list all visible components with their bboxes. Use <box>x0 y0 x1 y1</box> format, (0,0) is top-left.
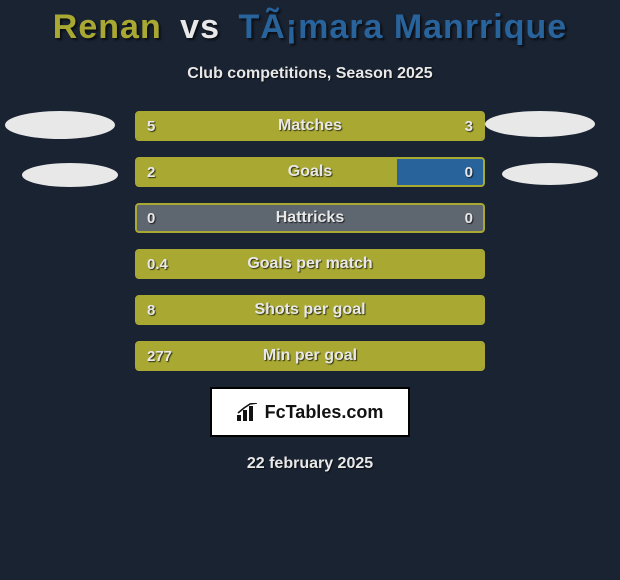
subtitle: Club competitions, Season 2025 <box>0 65 620 83</box>
brand-box[interactable]: FcTables.com <box>210 387 410 437</box>
bar-fill-right <box>352 113 483 139</box>
bar-value-left: 0 <box>137 205 165 231</box>
bar-value-right: 0 <box>455 205 483 231</box>
stat-bar-row: Min per goal277 <box>135 341 485 371</box>
decor-ellipse <box>502 163 598 185</box>
stat-bar-row: Goals per match0.4 <box>135 249 485 279</box>
stat-bar-row: Matches53 <box>135 111 485 141</box>
bar-fill-left <box>137 343 483 369</box>
comparison-title: Renan vs TÃ¡mara Manrrique <box>0 0 620 47</box>
stat-bar-row: Shots per goal8 <box>135 295 485 325</box>
brand-text: FcTables.com <box>265 402 384 423</box>
brand-chart-icon <box>237 403 259 421</box>
decor-ellipse <box>22 163 118 187</box>
bar-fill-right <box>397 159 484 185</box>
bar-fill-left <box>137 159 397 185</box>
stat-bars: Matches53 Goals20 Hattricks0 0 Goals per mat… <box>135 111 485 371</box>
bar-fill-left <box>137 297 483 323</box>
bar-fill-left <box>137 251 483 277</box>
footer-date: 22 february 2025 <box>0 455 620 473</box>
chart-area: Matches53 Goals20 Hattricks0 0 Goals per mat… <box>0 111 620 371</box>
stat-bar-row: Goals20 <box>135 157 485 187</box>
player1-name: Renan <box>53 8 162 46</box>
bar-fill-left <box>137 113 352 139</box>
vs-text: vs <box>180 8 220 46</box>
decor-ellipse <box>5 111 115 139</box>
player2-name: TÃ¡mara Manrrique <box>238 8 567 46</box>
bar-label: Hattricks <box>137 205 483 231</box>
decor-ellipse <box>485 111 595 137</box>
stat-bar-row: Hattricks0 0 <box>135 203 485 233</box>
